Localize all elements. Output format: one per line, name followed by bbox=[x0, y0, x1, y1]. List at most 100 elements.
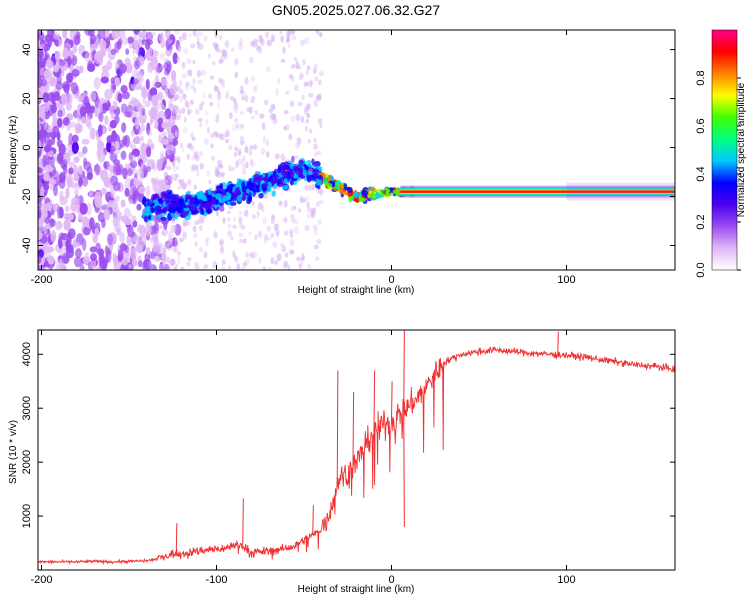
spectrogram-blob bbox=[153, 234, 159, 243]
spectrogram-blob bbox=[160, 216, 167, 221]
spectrogram-blob bbox=[43, 225, 48, 235]
spectrogram-blob bbox=[257, 45, 262, 54]
spectrogram-blob bbox=[347, 186, 353, 193]
spectrogram-blob bbox=[177, 256, 181, 265]
spectrogram-blob bbox=[288, 74, 293, 79]
spectrogram-blob bbox=[173, 85, 179, 93]
spectrogram-blob bbox=[173, 247, 178, 253]
spectrogram-blob bbox=[156, 111, 161, 117]
spectrogram-blob bbox=[280, 242, 285, 248]
snr-y-axis-label: SNR (10 * v/v) bbox=[8, 420, 19, 484]
spectrogram-blob bbox=[313, 63, 318, 71]
spectrogram-blob bbox=[133, 59, 141, 70]
spectrogram-blob bbox=[248, 106, 253, 114]
spectrogram-blob bbox=[103, 208, 111, 221]
spectrogram-blob bbox=[305, 103, 312, 110]
spectrogram-blob bbox=[257, 257, 262, 264]
spectrogram-blob bbox=[72, 164, 79, 178]
spectrogram-blob bbox=[215, 115, 220, 124]
spectrogram-blob bbox=[168, 134, 174, 142]
spectrogram-blob bbox=[313, 143, 318, 150]
x-tick-label: 0 bbox=[388, 574, 394, 586]
spectrogram-blob bbox=[81, 138, 90, 145]
spectrogram-blob bbox=[289, 238, 295, 247]
spectrogram-blob bbox=[306, 207, 313, 213]
spectrogram-blob bbox=[249, 56, 254, 64]
spectrogram-blob bbox=[205, 208, 213, 214]
spectrogram-blob bbox=[96, 248, 105, 256]
spectrogram-blob bbox=[165, 47, 172, 57]
spectrogram-blob bbox=[144, 38, 151, 51]
spectrogram-blob bbox=[84, 30, 93, 36]
spectrogram-blob bbox=[131, 43, 137, 48]
spectrogram-blob bbox=[276, 253, 282, 262]
spectrogram-blob bbox=[162, 113, 167, 121]
spectrogram-blob bbox=[280, 58, 286, 63]
spectrogram-blob bbox=[162, 157, 168, 163]
spectrogram-blob bbox=[149, 237, 155, 244]
spectrogram-blob bbox=[236, 150, 241, 156]
spectrogram-blob bbox=[58, 240, 63, 249]
spectrogram-blob bbox=[194, 240, 198, 248]
spectrogram-blob bbox=[74, 123, 81, 135]
spectrogram-blob bbox=[169, 136, 173, 144]
spectrogram-blob bbox=[129, 213, 133, 218]
spectrogram-blob bbox=[290, 115, 296, 122]
spectrogram-blob bbox=[93, 77, 101, 90]
spectrogram-blob bbox=[301, 253, 305, 261]
spectrogram-blob bbox=[308, 184, 313, 192]
spectrogram-blob bbox=[287, 43, 291, 48]
spectrogram-blob bbox=[154, 103, 160, 112]
spectrogram-blob bbox=[304, 224, 310, 232]
spectrogram-blob bbox=[307, 170, 313, 176]
spectrogram-blob bbox=[262, 183, 269, 188]
spectrogram-blob bbox=[127, 224, 134, 238]
spectrogram-blob bbox=[192, 78, 196, 85]
spectrogram-blob bbox=[49, 76, 57, 87]
spectrogram-blob bbox=[121, 122, 127, 133]
spectrogram-blob bbox=[59, 190, 64, 201]
spectrogram-blob bbox=[297, 167, 302, 172]
spectrogram-blob bbox=[97, 150, 106, 163]
spectrogram-blob bbox=[189, 196, 196, 204]
spectrogram-blob bbox=[120, 199, 126, 208]
spectrogram-blob bbox=[38, 264, 42, 270]
spectrogram-blob bbox=[145, 247, 151, 255]
spectrogram-blob bbox=[178, 108, 183, 115]
spectrogram-blob bbox=[170, 76, 175, 83]
spectrogram-blob bbox=[57, 117, 63, 128]
spectrogram-blob bbox=[154, 67, 160, 76]
spectrogram-blob bbox=[254, 109, 259, 116]
snr-spike bbox=[336, 370, 339, 485]
colorbar-gradient bbox=[711, 29, 738, 271]
spectrogram-blob bbox=[151, 208, 156, 213]
spectrogram-blob bbox=[151, 233, 157, 239]
spectrogram-blob bbox=[141, 107, 146, 116]
spectrogram-blob bbox=[274, 153, 280, 160]
spectrogram-blob bbox=[319, 32, 323, 38]
spectrogram-blob bbox=[257, 202, 264, 211]
spectrogram-blob bbox=[266, 236, 272, 241]
spectrogram-blob bbox=[113, 205, 120, 215]
spectrogram-blob bbox=[155, 120, 160, 126]
spectrogram-blob bbox=[240, 266, 246, 270]
carrier-band bbox=[400, 191, 675, 193]
spectrogram-blob bbox=[216, 48, 222, 53]
spectrogram-blob bbox=[301, 94, 305, 101]
spectrogram-blob bbox=[161, 139, 167, 145]
spectrogram-blob bbox=[99, 257, 108, 270]
spectrogram-blob bbox=[67, 212, 74, 221]
spectrogram-blob bbox=[284, 123, 290, 131]
spectrogram-blob bbox=[302, 58, 306, 66]
spectrogram-blob bbox=[202, 92, 206, 99]
spectrogram-blob bbox=[262, 216, 267, 225]
spectrogram-blob bbox=[317, 95, 322, 102]
spectrogram-blob bbox=[298, 74, 303, 81]
spectrogram-blob bbox=[178, 237, 184, 242]
spectrogram-blob bbox=[106, 60, 113, 70]
spectrogram-blob bbox=[144, 253, 151, 262]
spectrogram-blob bbox=[58, 59, 66, 67]
spectrogram-blob bbox=[317, 118, 323, 125]
spectrogram-blob bbox=[132, 233, 139, 242]
spectrogram-blob bbox=[145, 211, 149, 217]
